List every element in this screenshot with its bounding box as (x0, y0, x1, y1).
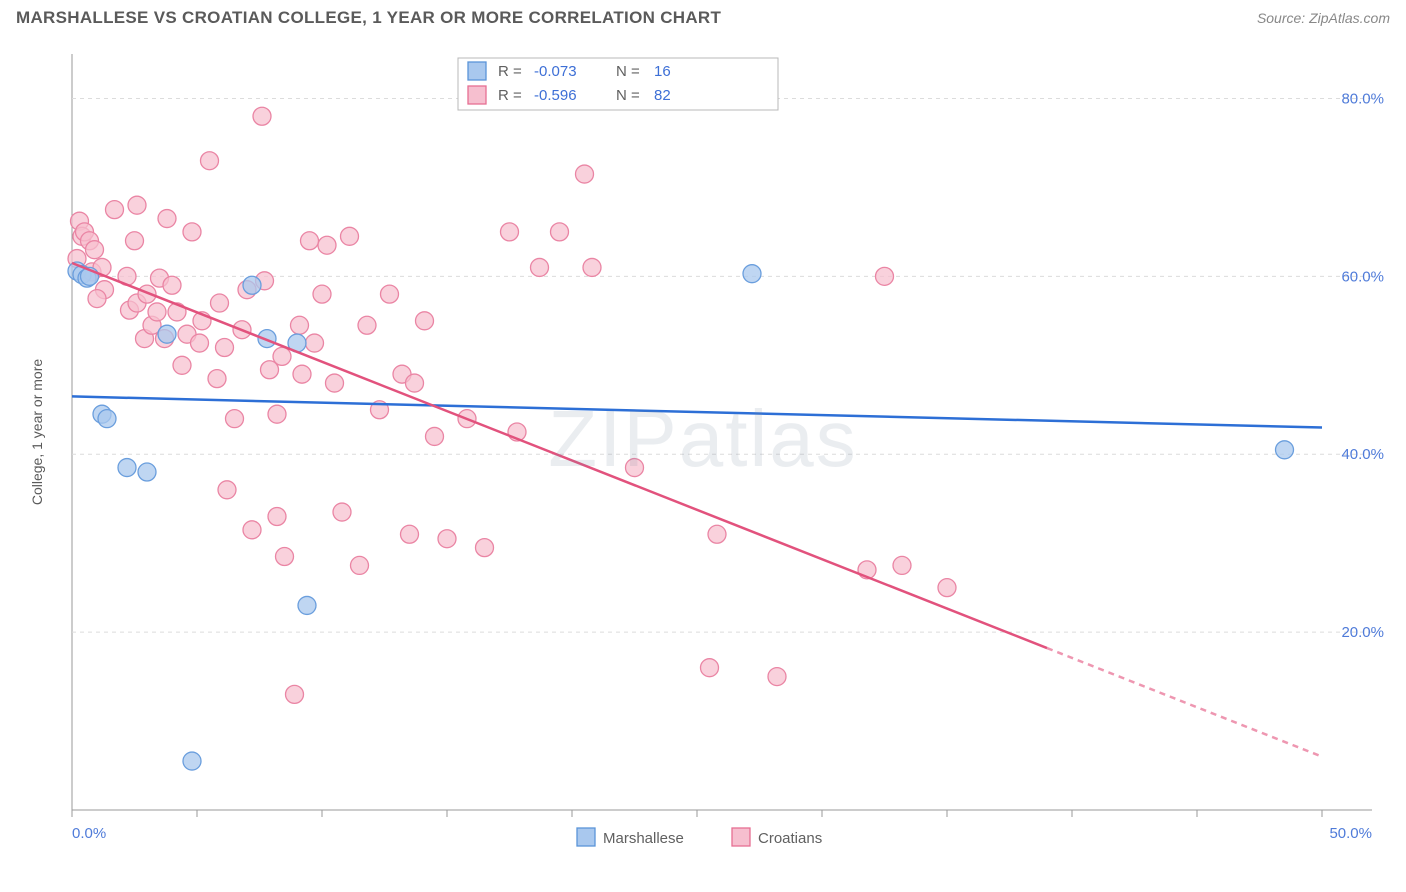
chart-title: MARSHALLESE VS CROATIAN COLLEGE, 1 YEAR … (16, 8, 721, 28)
svg-text:82: 82 (654, 87, 671, 104)
svg-text:-0.596: -0.596 (534, 87, 577, 104)
source-label: Source: ZipAtlas.com (1257, 10, 1390, 26)
svg-text:0.0%: 0.0% (72, 825, 106, 842)
svg-text:60.0%: 60.0% (1341, 268, 1384, 285)
svg-text:N =: N = (616, 63, 640, 80)
svg-text:80.0%: 80.0% (1341, 90, 1384, 107)
svg-text:-0.073: -0.073 (534, 63, 577, 80)
svg-text:Marshallese: Marshallese (603, 830, 684, 847)
svg-text:20.0%: 20.0% (1341, 624, 1384, 641)
svg-text:R =: R = (498, 63, 522, 80)
chart-container: 20.0% 40.0% 60.0% 80.0% 0.0% 50.0% College, 1 … (16, 40, 1390, 872)
svg-text:50.0%: 50.0% (1329, 825, 1372, 842)
svg-text:N =: N = (616, 87, 640, 104)
svg-text:40.0%: 40.0% (1341, 446, 1384, 463)
svg-text:College, 1 year or more: College, 1 year or more (29, 359, 45, 506)
svg-text:R =: R = (498, 87, 522, 104)
correlation-scatter-chart: 20.0% 40.0% 60.0% 80.0% 0.0% 50.0% College, 1 … (16, 40, 1390, 872)
svg-text:Croatians: Croatians (758, 830, 822, 847)
svg-text:16: 16 (654, 63, 671, 80)
